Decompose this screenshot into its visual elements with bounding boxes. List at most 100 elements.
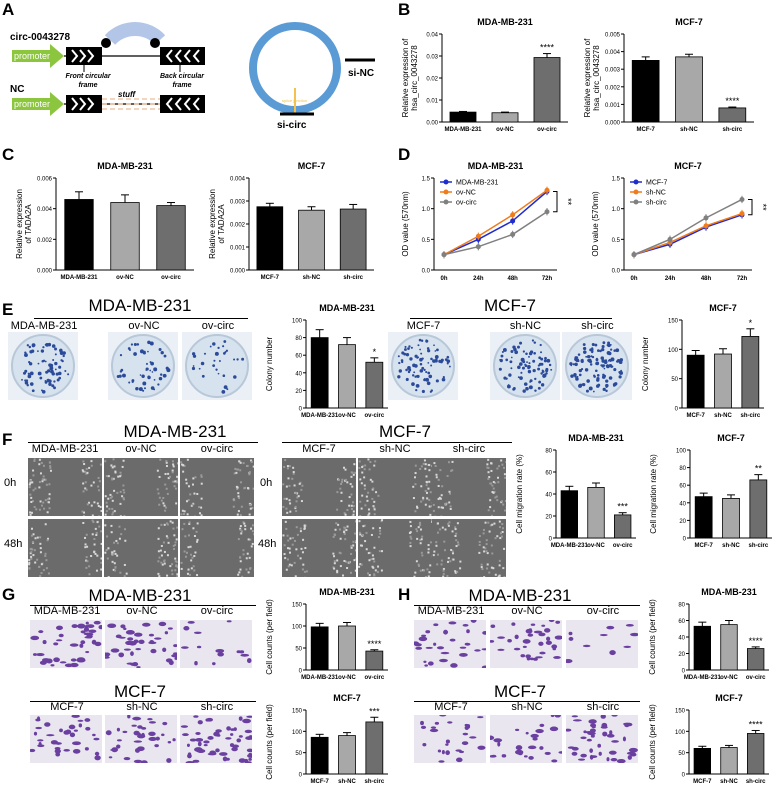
x-tick-label: ov-circ xyxy=(613,543,633,549)
cell-speck xyxy=(200,507,202,509)
colony-dot xyxy=(404,348,407,351)
cell-speck xyxy=(501,536,503,538)
cell-speck xyxy=(174,480,176,482)
cell-speck xyxy=(345,469,347,471)
stained-cell xyxy=(240,650,245,653)
cell-speck xyxy=(84,546,86,548)
colony-dot xyxy=(592,356,594,358)
stained-cell xyxy=(515,635,519,640)
cell-speck xyxy=(175,502,177,504)
significance-mark: ** xyxy=(563,198,573,206)
cell-speck xyxy=(373,547,375,549)
cell-speck xyxy=(247,553,249,555)
colony-dot xyxy=(595,362,599,366)
stained-cell xyxy=(530,734,538,738)
x-tick-label: 0h xyxy=(440,276,447,282)
cell-speck xyxy=(176,481,178,483)
cell-speck xyxy=(99,480,101,482)
y-axis-label: Cell migration rate (%) xyxy=(515,454,524,534)
cell-speck xyxy=(483,550,485,552)
stained-cell xyxy=(482,631,486,635)
cell-speck xyxy=(93,551,95,553)
x-tick-label: 72h xyxy=(737,276,748,282)
cell-speck xyxy=(441,494,443,496)
h-mcf-header: MCF-7 xyxy=(420,682,620,702)
cell-speck xyxy=(86,546,88,548)
cell-speck xyxy=(304,527,306,529)
back-frame-label: Back circular frame xyxy=(152,72,212,90)
cell-speck xyxy=(373,560,375,562)
y-tick-label: 100 xyxy=(668,348,679,354)
cell-speck xyxy=(239,557,241,559)
cell-speck xyxy=(40,500,42,502)
stained-cell xyxy=(555,635,562,639)
significance-mark: ** xyxy=(758,204,768,212)
cell-speck xyxy=(339,528,341,530)
data-point xyxy=(704,215,709,220)
cell-speck xyxy=(166,465,168,467)
stained-cell xyxy=(609,650,615,655)
cell-speck xyxy=(92,515,94,516)
cell-speck xyxy=(162,502,164,504)
cell-speck xyxy=(189,574,191,576)
cell-speck xyxy=(48,501,50,503)
cell-speck xyxy=(243,553,245,555)
cell-speck xyxy=(457,544,459,546)
colony-dot xyxy=(603,388,606,391)
cell-speck xyxy=(164,524,166,526)
colony-dot xyxy=(537,368,540,371)
stained-cell xyxy=(122,731,127,733)
cell-speck xyxy=(46,567,48,569)
colony-dot xyxy=(144,387,146,389)
cell-speck xyxy=(381,570,383,572)
colony-dot xyxy=(588,359,591,362)
stained-cell xyxy=(502,754,507,757)
colony-dot xyxy=(430,365,432,367)
cell-speck xyxy=(165,460,167,462)
cell-speck xyxy=(416,538,418,540)
x-tick-label: sh-NC xyxy=(720,779,738,785)
stained-cell xyxy=(246,716,252,718)
stained-cell xyxy=(85,747,89,750)
cell-speck xyxy=(496,499,498,501)
bar xyxy=(723,498,740,538)
colony-dot xyxy=(509,360,512,363)
cell-speck xyxy=(435,474,437,476)
cell-speck xyxy=(197,539,199,541)
x-tick-label: sh-circ xyxy=(722,127,742,133)
cell-speck xyxy=(487,478,489,480)
colony-dot xyxy=(546,359,550,363)
cell-speck xyxy=(175,564,177,566)
cell-speck xyxy=(176,573,178,575)
cell-speck xyxy=(109,494,111,496)
cell-speck xyxy=(333,536,335,538)
chart-title: MCF-7 xyxy=(715,693,743,703)
stained-cell xyxy=(209,751,216,756)
y-tick-label: 50 xyxy=(678,751,685,757)
stained-cell xyxy=(183,626,189,631)
transwell-image xyxy=(490,715,562,763)
cell-speck xyxy=(334,534,336,536)
cell-speck xyxy=(350,572,352,574)
colony-dot xyxy=(585,368,588,371)
cell-speck xyxy=(182,510,184,512)
cell-speck xyxy=(360,544,362,546)
cell-speck xyxy=(30,548,32,550)
stained-cell xyxy=(135,648,141,650)
cell-speck xyxy=(287,558,289,560)
stained-cell xyxy=(433,623,438,626)
y-tick-label: 0 xyxy=(683,537,687,543)
stained-cell xyxy=(465,643,470,646)
cell-speck xyxy=(97,502,99,504)
cell-speck xyxy=(346,567,348,569)
colony-dot xyxy=(192,367,195,370)
cell-speck xyxy=(45,523,47,525)
stained-cell xyxy=(206,718,213,722)
colony-dot xyxy=(413,371,415,373)
colony-dot xyxy=(519,376,523,380)
cell-speck xyxy=(108,508,110,510)
colony-dot xyxy=(432,359,436,363)
colony-dot xyxy=(524,364,526,366)
cell-speck xyxy=(172,471,174,473)
stained-cell xyxy=(573,719,582,721)
